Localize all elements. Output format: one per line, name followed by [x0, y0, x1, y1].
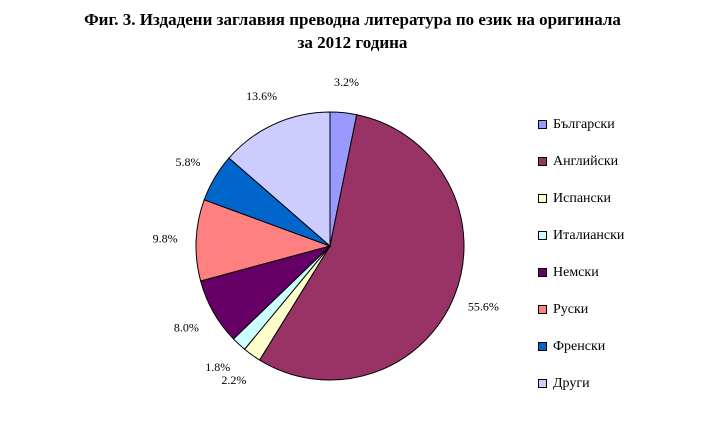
legend-item-7: Други	[538, 365, 688, 402]
legend-swatch-6	[538, 342, 547, 351]
legend-swatch-1	[538, 157, 547, 166]
legend-label-6: Френски	[553, 338, 606, 354]
legend-swatch-4	[538, 268, 547, 277]
legend-item-0: Български	[538, 106, 688, 143]
slice-label-5: 9.8%	[153, 232, 178, 246]
slice-label-6: 5.8%	[175, 155, 200, 169]
legend-item-1: Английски	[538, 143, 688, 180]
chart-title: Фиг. 3. Издадени заглавия преводна литер…	[0, 8, 705, 54]
pie-slice-7	[228, 111, 331, 248]
legend-item-3: Италиански	[538, 217, 688, 254]
slice-label-7: 13.6%	[246, 89, 277, 103]
slice-label-1: 55.6%	[468, 300, 499, 314]
legend-item-5: Руски	[538, 291, 688, 328]
legend-label-3: Италиански	[553, 227, 625, 243]
chart-title-line-2: за 2012 година	[297, 33, 408, 52]
legend-item-2: Испански	[538, 180, 688, 217]
slice-label-3: 1.8%	[205, 360, 230, 374]
pie-slice-5	[195, 199, 332, 282]
legend-swatch-2	[538, 194, 547, 203]
legend-label-0: Български	[553, 116, 615, 132]
chart-legend: Български Английски Испански Италиански Немс…	[538, 106, 688, 402]
pie-slice-1	[258, 114, 465, 381]
legend-swatch-7	[538, 379, 547, 388]
slice-label-0: 3.2%	[334, 75, 359, 89]
chart-title-line-1: Фиг. 3. Издадени заглавия преводна литер…	[84, 10, 621, 29]
slice-label-2: 2.2%	[221, 373, 246, 387]
legend-label-7: Други	[553, 375, 590, 391]
legend-item-4: Немски	[538, 254, 688, 291]
legend-swatch-3	[538, 231, 547, 240]
legend-item-6: Френски	[538, 328, 688, 365]
legend-swatch-5	[538, 305, 547, 314]
legend-swatch-0	[538, 120, 547, 129]
slice-label-4: 8.0%	[174, 320, 199, 334]
legend-label-1: Английски	[553, 153, 619, 169]
legend-label-4: Немски	[553, 264, 599, 280]
legend-label-5: Руски	[553, 301, 589, 317]
legend-label-2: Испански	[553, 190, 612, 206]
